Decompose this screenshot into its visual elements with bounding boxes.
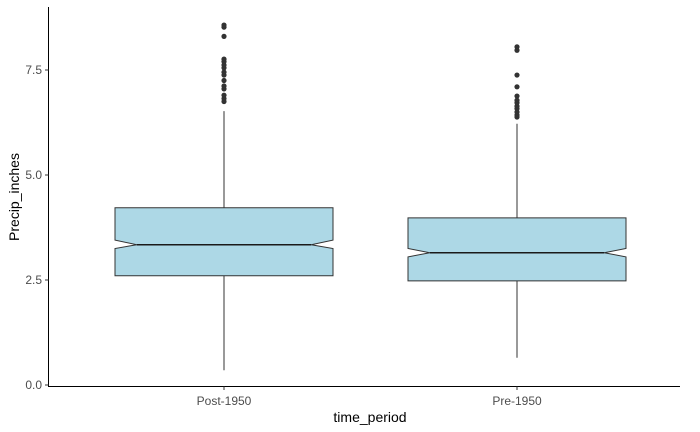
y-axis-ticks: 0.0 2.5 5.0 7.5 (25, 63, 49, 392)
outlier-point (221, 92, 227, 98)
y-tick-label: 0.0 (25, 378, 42, 392)
boxplot-post-1950 (114, 22, 334, 371)
x-tick-label: Post-1950 (197, 394, 252, 408)
outlier-point (221, 69, 227, 75)
boxplot-pre-1950 (407, 44, 627, 358)
x-axis-title: time_period (333, 409, 406, 425)
outlier-point (221, 22, 227, 28)
plot-marks (114, 22, 627, 371)
outlier-point (514, 44, 520, 50)
outlier-point (514, 93, 520, 99)
y-tick-label: 5.0 (25, 168, 42, 182)
outlier-point (221, 33, 227, 40)
y-axis-title: Precip_inches (6, 153, 22, 241)
box-body (114, 207, 334, 277)
outlier-point (221, 77, 227, 84)
outlier-point (221, 83, 227, 89)
box-body (407, 217, 627, 282)
outlier-point (514, 97, 520, 103)
x-axis-ticks: Post-1950 Pre-1950 (197, 386, 542, 408)
outlier-point (514, 84, 520, 90)
y-tick-label: 7.5 (25, 63, 42, 77)
outlier-point (221, 56, 227, 62)
x-tick-label: Pre-1950 (492, 394, 542, 408)
y-tick-label: 2.5 (25, 273, 42, 287)
outlier-point (514, 72, 520, 78)
